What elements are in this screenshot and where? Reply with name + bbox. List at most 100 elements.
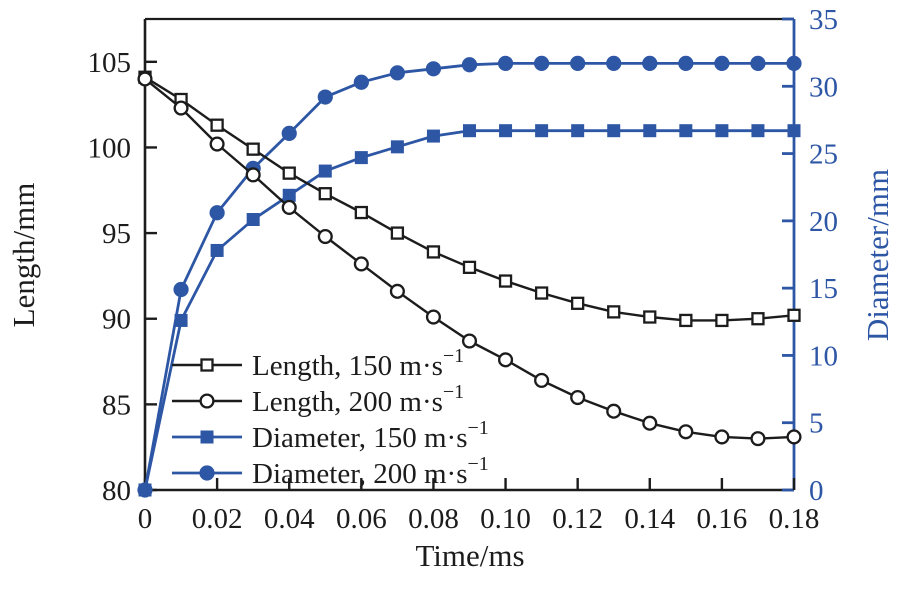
x-tick-label: 0.06 <box>336 503 387 535</box>
legend-marker-length-150 <box>200 358 214 372</box>
data-point-length-150 <box>282 166 296 180</box>
data-point-length-200 <box>281 199 297 215</box>
data-point-diameter-200 <box>534 55 550 72</box>
legend-marker-diameter-150 <box>200 430 214 444</box>
data-point-diameter-200 <box>497 55 514 72</box>
data-point-length-150 <box>679 313 693 328</box>
series-length-150 <box>138 70 801 328</box>
x-tick-label: 0.02 <box>192 503 243 535</box>
data-point-length-200 <box>353 256 369 272</box>
data-point-diameter-150 <box>463 124 476 138</box>
data-point-diameter-200 <box>317 89 333 105</box>
data-point-length-150 <box>787 308 801 322</box>
data-point-diameter-200 <box>570 55 586 72</box>
x-tick-label: 0 <box>138 503 153 535</box>
data-point-length-200 <box>461 333 478 349</box>
legend-label-diameter-200: Diameter, 200 m·s−1 <box>252 453 489 490</box>
data-point-length-150 <box>318 187 332 201</box>
legend-label-diameter-150: Diameter, 150 m·s−1 <box>252 417 489 454</box>
data-point-length-150 <box>246 142 260 156</box>
data-point-length-150 <box>390 226 405 240</box>
right-y-tick-label: 30 <box>809 71 838 103</box>
data-point-length-200 <box>642 415 658 431</box>
data-point-diameter-200 <box>750 55 766 72</box>
data-point-diameter-200 <box>209 205 225 221</box>
right-y-tick-label: 0 <box>809 475 824 507</box>
axis-ticks <box>143 17 796 492</box>
axis-tick-labels: 80 85 90 95 100 105 0 5 10 15 20 25 30 35 0 0.02 0.04 0.0… <box>88 4 839 535</box>
data-point-diameter-200 <box>642 55 658 72</box>
data-point-diameter-150 <box>607 124 621 138</box>
data-point-length-200 <box>786 429 802 445</box>
data-point-diameter-150 <box>787 124 801 138</box>
data-point-diameter-200 <box>137 482 153 498</box>
data-point-diameter-150 <box>390 140 404 154</box>
data-point-diameter-150 <box>643 124 657 138</box>
data-point-diameter-200 <box>425 61 442 77</box>
series-length-200 <box>137 71 802 447</box>
data-point-length-200 <box>173 100 189 116</box>
legend-marker-length-200 <box>199 393 215 409</box>
data-point-length-200 <box>245 167 261 183</box>
series-diameter-200 <box>137 55 802 498</box>
x-tick-label: 0.08 <box>408 503 459 535</box>
x-tick-label: 0.14 <box>624 503 675 535</box>
series-diameter-150 <box>138 124 801 497</box>
x-tick-label: 0.16 <box>697 503 748 535</box>
right-y-tick-label: 35 <box>809 4 838 36</box>
data-point-diameter-150 <box>174 313 188 327</box>
data-point-diameter-200 <box>353 74 369 90</box>
data-point-length-150 <box>715 313 729 328</box>
left-y-axis-title: Length/mm <box>6 183 41 328</box>
data-point-diameter-200 <box>173 281 189 298</box>
data-point-length-200 <box>498 352 514 368</box>
data-point-length-200 <box>425 309 441 325</box>
data-point-length-200 <box>606 403 622 419</box>
data-point-diameter-200 <box>606 55 622 72</box>
data-point-length-150 <box>534 286 549 300</box>
data-point-diameter-150 <box>246 213 260 227</box>
data-point-diameter-200 <box>461 57 478 73</box>
left-y-tick-label: 95 <box>102 218 131 250</box>
legend-label-length-200: Length, 200 m·s−1 <box>252 381 464 418</box>
data-point-length-150 <box>462 260 477 274</box>
data-point-length-150 <box>426 245 441 259</box>
legend-entry-diameter-200: Diameter, 200 m·s−1 <box>172 453 489 490</box>
data-point-length-200 <box>389 283 405 299</box>
data-point-diameter-150 <box>318 164 332 178</box>
data-point-length-150 <box>751 312 765 326</box>
x-tick-label: 0.10 <box>480 503 531 535</box>
data-point-diameter-200 <box>678 55 694 72</box>
data-point-diameter-150 <box>535 124 549 138</box>
data-point-length-150 <box>607 305 621 319</box>
data-point-length-150 <box>643 310 657 324</box>
data-point-diameter-150 <box>679 124 693 138</box>
legend-entry-length-200: Length, 200 m·s−1 <box>172 381 464 418</box>
data-point-diameter-150 <box>715 124 729 138</box>
data-point-length-200 <box>534 372 550 388</box>
data-point-diameter-200 <box>714 55 730 72</box>
data-point-diameter-200 <box>281 125 297 141</box>
data-point-diameter-150 <box>571 124 585 138</box>
data-point-length-150 <box>354 205 368 220</box>
left-y-tick-label: 105 <box>88 47 132 79</box>
left-y-tick-label: 80 <box>102 475 131 507</box>
x-axis-title: Time/ms <box>415 538 524 573</box>
right-y-axis-title: Diameter/mm <box>860 169 895 341</box>
right-y-tick-label: 10 <box>809 340 838 372</box>
legend-entry-length-150: Length, 150 m·s−1 <box>172 345 464 382</box>
data-point-diameter-200 <box>786 55 802 72</box>
legend-entry-diameter-150: Diameter, 150 m·s−1 <box>172 417 489 454</box>
x-tick-label: 0.04 <box>264 503 315 535</box>
data-point-length-200 <box>714 429 730 445</box>
data-point-length-150 <box>571 296 585 310</box>
data-point-diameter-150 <box>354 151 368 165</box>
data-point-length-200 <box>570 389 586 406</box>
data-point-length-150 <box>210 118 224 132</box>
x-tick-label: 0.18 <box>769 503 820 535</box>
data-series <box>137 55 802 498</box>
data-point-length-200 <box>317 228 333 245</box>
